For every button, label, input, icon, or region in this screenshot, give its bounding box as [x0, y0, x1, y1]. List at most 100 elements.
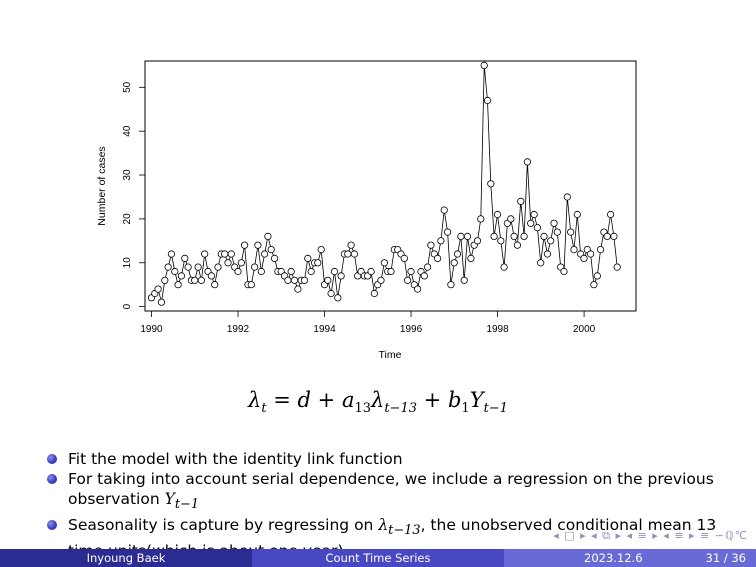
data-point — [257, 267, 265, 276]
data-point — [467, 254, 475, 262]
x-tick-label: 1998 — [486, 324, 509, 335]
x-tick-label: 1996 — [400, 324, 423, 335]
data-point — [517, 197, 525, 205]
data-point — [453, 250, 462, 258]
data-point — [184, 263, 192, 271]
data-point — [164, 263, 172, 271]
data-point — [543, 250, 552, 258]
data-point — [533, 224, 542, 232]
data-point — [563, 193, 571, 201]
footer-date-segment: 2023.12.6 31 / 36 — [504, 549, 756, 567]
data-point — [547, 237, 555, 245]
data-point — [294, 285, 302, 293]
data-point — [553, 228, 561, 236]
data-point — [573, 210, 581, 219]
data-point — [197, 276, 205, 284]
data-point — [194, 263, 202, 271]
data-point — [447, 281, 455, 289]
data-point — [423, 263, 432, 271]
x-tick-label: 1994 — [313, 324, 336, 335]
x-tick-label: 1990 — [140, 324, 163, 335]
formula-d: d — [297, 388, 311, 412]
data-point — [334, 294, 342, 302]
footer-page-number: 31 / 36 — [705, 551, 746, 565]
data-point — [290, 276, 299, 284]
data-point — [530, 210, 538, 219]
data-point — [387, 267, 395, 276]
bullet-icon — [47, 474, 57, 484]
formula-a: a — [341, 388, 355, 412]
data-point — [267, 246, 275, 254]
data-point — [317, 246, 325, 254]
bullet-icon — [47, 454, 57, 464]
data-point — [300, 276, 309, 284]
data-point — [254, 241, 262, 249]
bullet-text-3a: Seasonality is capture by regressing on — [68, 516, 379, 535]
bullet-text-2: For taking into account serial dependenc… — [68, 470, 714, 508]
data-point — [463, 232, 472, 240]
data-point — [490, 232, 498, 240]
footer-author: Inyoung Baek — [86, 551, 166, 565]
bullet-3-var: λ — [378, 516, 389, 535]
data-point — [251, 263, 259, 271]
x-tick-label: 1992 — [227, 324, 250, 335]
data-point — [167, 250, 175, 258]
formula-plus-1: + — [310, 388, 342, 412]
formula-b-sub: 1 — [461, 401, 470, 416]
data-point — [477, 215, 485, 223]
data-point — [513, 241, 522, 249]
data-point — [540, 232, 548, 240]
data-point — [174, 281, 182, 289]
data-point — [260, 250, 269, 258]
data-point — [483, 96, 492, 105]
bullet-2-sub: t−1 — [174, 497, 200, 513]
data-point — [380, 259, 388, 267]
data-point — [550, 219, 558, 227]
data-point — [487, 180, 495, 188]
formula-sub-t: t — [261, 401, 267, 416]
data-point — [330, 267, 339, 276]
plot-frame — [144, 60, 637, 312]
data-point — [457, 232, 465, 240]
data-point — [270, 254, 279, 262]
footer-title-segment: Count Time Series — [252, 549, 504, 567]
data-point — [304, 254, 312, 262]
data-point — [437, 237, 445, 245]
data-point — [606, 210, 615, 219]
data-point — [314, 259, 322, 267]
footer-bar: Inyoung Baek Count Time Series 2023.12.6… — [0, 549, 756, 567]
formula-a-sub: 13 — [354, 401, 372, 416]
data-point — [603, 232, 611, 240]
data-point — [537, 259, 545, 267]
data-point — [500, 263, 508, 271]
data-point — [284, 276, 292, 284]
data-point — [570, 246, 578, 254]
formula-Y: Y — [469, 388, 484, 412]
data-point — [443, 228, 452, 236]
formula-lambda: λ — [248, 388, 262, 412]
y-tick-label: 0 — [122, 303, 133, 309]
data-point — [440, 206, 448, 214]
data-point — [350, 250, 358, 258]
data-point — [221, 250, 229, 258]
data-point — [480, 61, 488, 70]
formula-lambda-2: λ — [371, 388, 385, 412]
footer-title: Count Time Series — [325, 551, 431, 565]
data-point — [327, 289, 335, 298]
data-point — [181, 254, 189, 262]
data-point — [520, 232, 528, 240]
footer-date: 2023.12.6 — [584, 551, 643, 565]
beamer-nav-icons[interactable]: ◂ □ ▸ ◂ ⧉ ▸ ◂ ≡ ▸ ◂ ≡ ▸ ≡ ∽ℚ℃ — [553, 529, 748, 542]
data-point — [370, 289, 378, 298]
data-point — [560, 267, 568, 276]
data-point — [403, 276, 412, 284]
data-point — [427, 241, 435, 249]
data-point — [593, 272, 601, 280]
data-point — [473, 237, 482, 245]
bullet-icon — [47, 520, 57, 531]
data-point — [450, 259, 458, 267]
y-tick-label: 20 — [122, 213, 133, 225]
formula-sub-t1: t−1 — [483, 401, 508, 416]
y-tick-label: 30 — [122, 169, 133, 181]
data-point — [567, 228, 575, 236]
